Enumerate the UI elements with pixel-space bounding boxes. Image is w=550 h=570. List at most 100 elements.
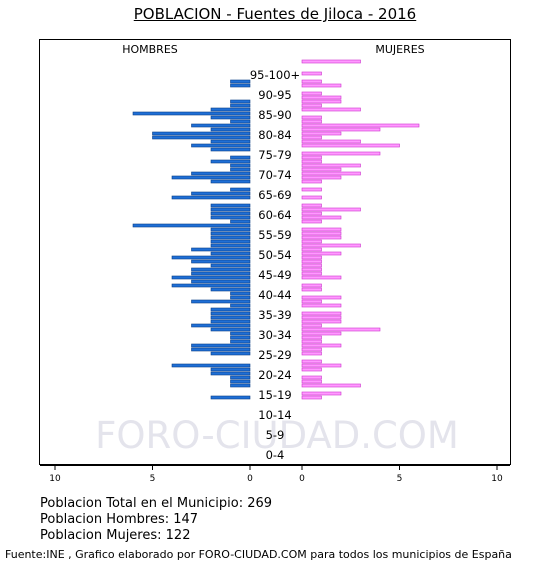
x-tick-label: 5 [150,474,156,484]
women-bar [301,95,342,100]
men-bar [210,139,251,144]
men-bar [210,327,251,332]
age-group-label: 60-64 [258,208,291,222]
age-group-label: 45-49 [258,268,291,282]
women-bar [301,207,361,212]
women-bar [301,335,322,340]
women-bar [301,383,361,388]
men-bar [210,107,251,112]
men-bar [230,187,251,192]
women-bar [301,91,322,96]
men-bar [191,247,251,252]
women-bar [301,127,381,132]
women-bar [301,171,361,176]
men-bar [191,343,251,348]
women-bar [301,211,322,216]
women-bar [301,99,342,104]
women-bar [301,71,322,76]
men-bar [152,135,251,140]
stat-mujeres: Poblacion Mujeres: 122 [40,528,191,543]
men-bar [230,303,251,308]
women-bar [301,255,322,260]
men-bar [191,143,251,148]
men-bar [152,131,251,136]
age-group-label: 70-74 [258,168,291,182]
age-group-label: 5-9 [266,428,285,442]
women-bar [301,187,322,192]
men-bar [230,383,251,388]
men-bar [210,235,251,240]
men-bar [210,315,251,320]
men-bar [210,319,251,324]
men-bar [171,363,251,368]
age-group-label: 30-34 [258,328,291,342]
age-group-label: 55-59 [258,228,291,242]
men-bar [230,167,251,172]
chart-title: POBLACION - Fuentes de Jiloca - 2016 [133,5,417,23]
x-tick-label: 5 [397,474,403,484]
men-bar [230,331,251,336]
men-bar [210,211,251,216]
plot-frame [39,39,511,465]
men-bar [230,219,251,224]
women-bar [301,143,400,148]
women-bar [301,299,322,304]
men-bar [210,147,251,152]
men-bar [171,275,251,280]
men-bar [171,175,251,180]
stat-total: Poblacion Total en el Municipio: 269 [40,496,273,511]
women-bar [301,395,322,400]
women-bar [301,139,361,144]
men-bar [210,287,251,292]
men-bar [132,223,251,228]
men-bar [230,335,251,340]
women-bar [301,115,322,120]
age-group-label: 40-44 [258,288,291,302]
women-bar [301,283,322,288]
age-group-label: 35-39 [258,308,291,322]
women-bar [301,155,322,160]
women-bar [301,375,322,380]
women-bar [301,315,342,320]
women-bar [301,267,322,272]
women-bar [301,259,322,264]
men-bar [210,307,251,312]
men-bars [132,79,251,400]
men-bar [171,195,251,200]
men-bar [171,283,251,288]
men-bar [191,299,251,304]
women-bar [301,107,361,112]
women-bar [301,319,342,324]
women-bar [301,351,322,356]
women-bar [301,151,381,156]
men-bar [210,215,251,220]
women-bar [301,263,322,268]
x-tick-label: 10 [491,474,503,484]
women-bar [301,271,322,276]
men-bar [230,375,251,380]
men-bar [210,367,251,372]
men-bar [210,231,251,236]
men-bar [210,159,251,164]
x-tick-label: 10 [49,474,61,484]
men-bar [230,103,251,108]
age-group-label: 50-54 [258,248,291,262]
age-group-label: 90-95 [258,88,291,102]
women-bar [301,135,322,140]
men-bar [210,203,251,208]
men-bar [210,127,251,132]
men-bar [210,227,251,232]
age-group-label: 80-84 [258,128,291,142]
women-bar [301,287,322,292]
women-bar [301,347,322,352]
women-bar [301,159,322,164]
women-bar [301,323,322,328]
women-bar [301,167,342,172]
men-bar [210,179,251,184]
women-bar [301,327,381,332]
women-bar [301,215,342,220]
right-header: MUJERES [375,43,424,56]
men-bar [191,279,251,284]
women-bar [301,367,322,372]
women-bar [301,163,361,168]
